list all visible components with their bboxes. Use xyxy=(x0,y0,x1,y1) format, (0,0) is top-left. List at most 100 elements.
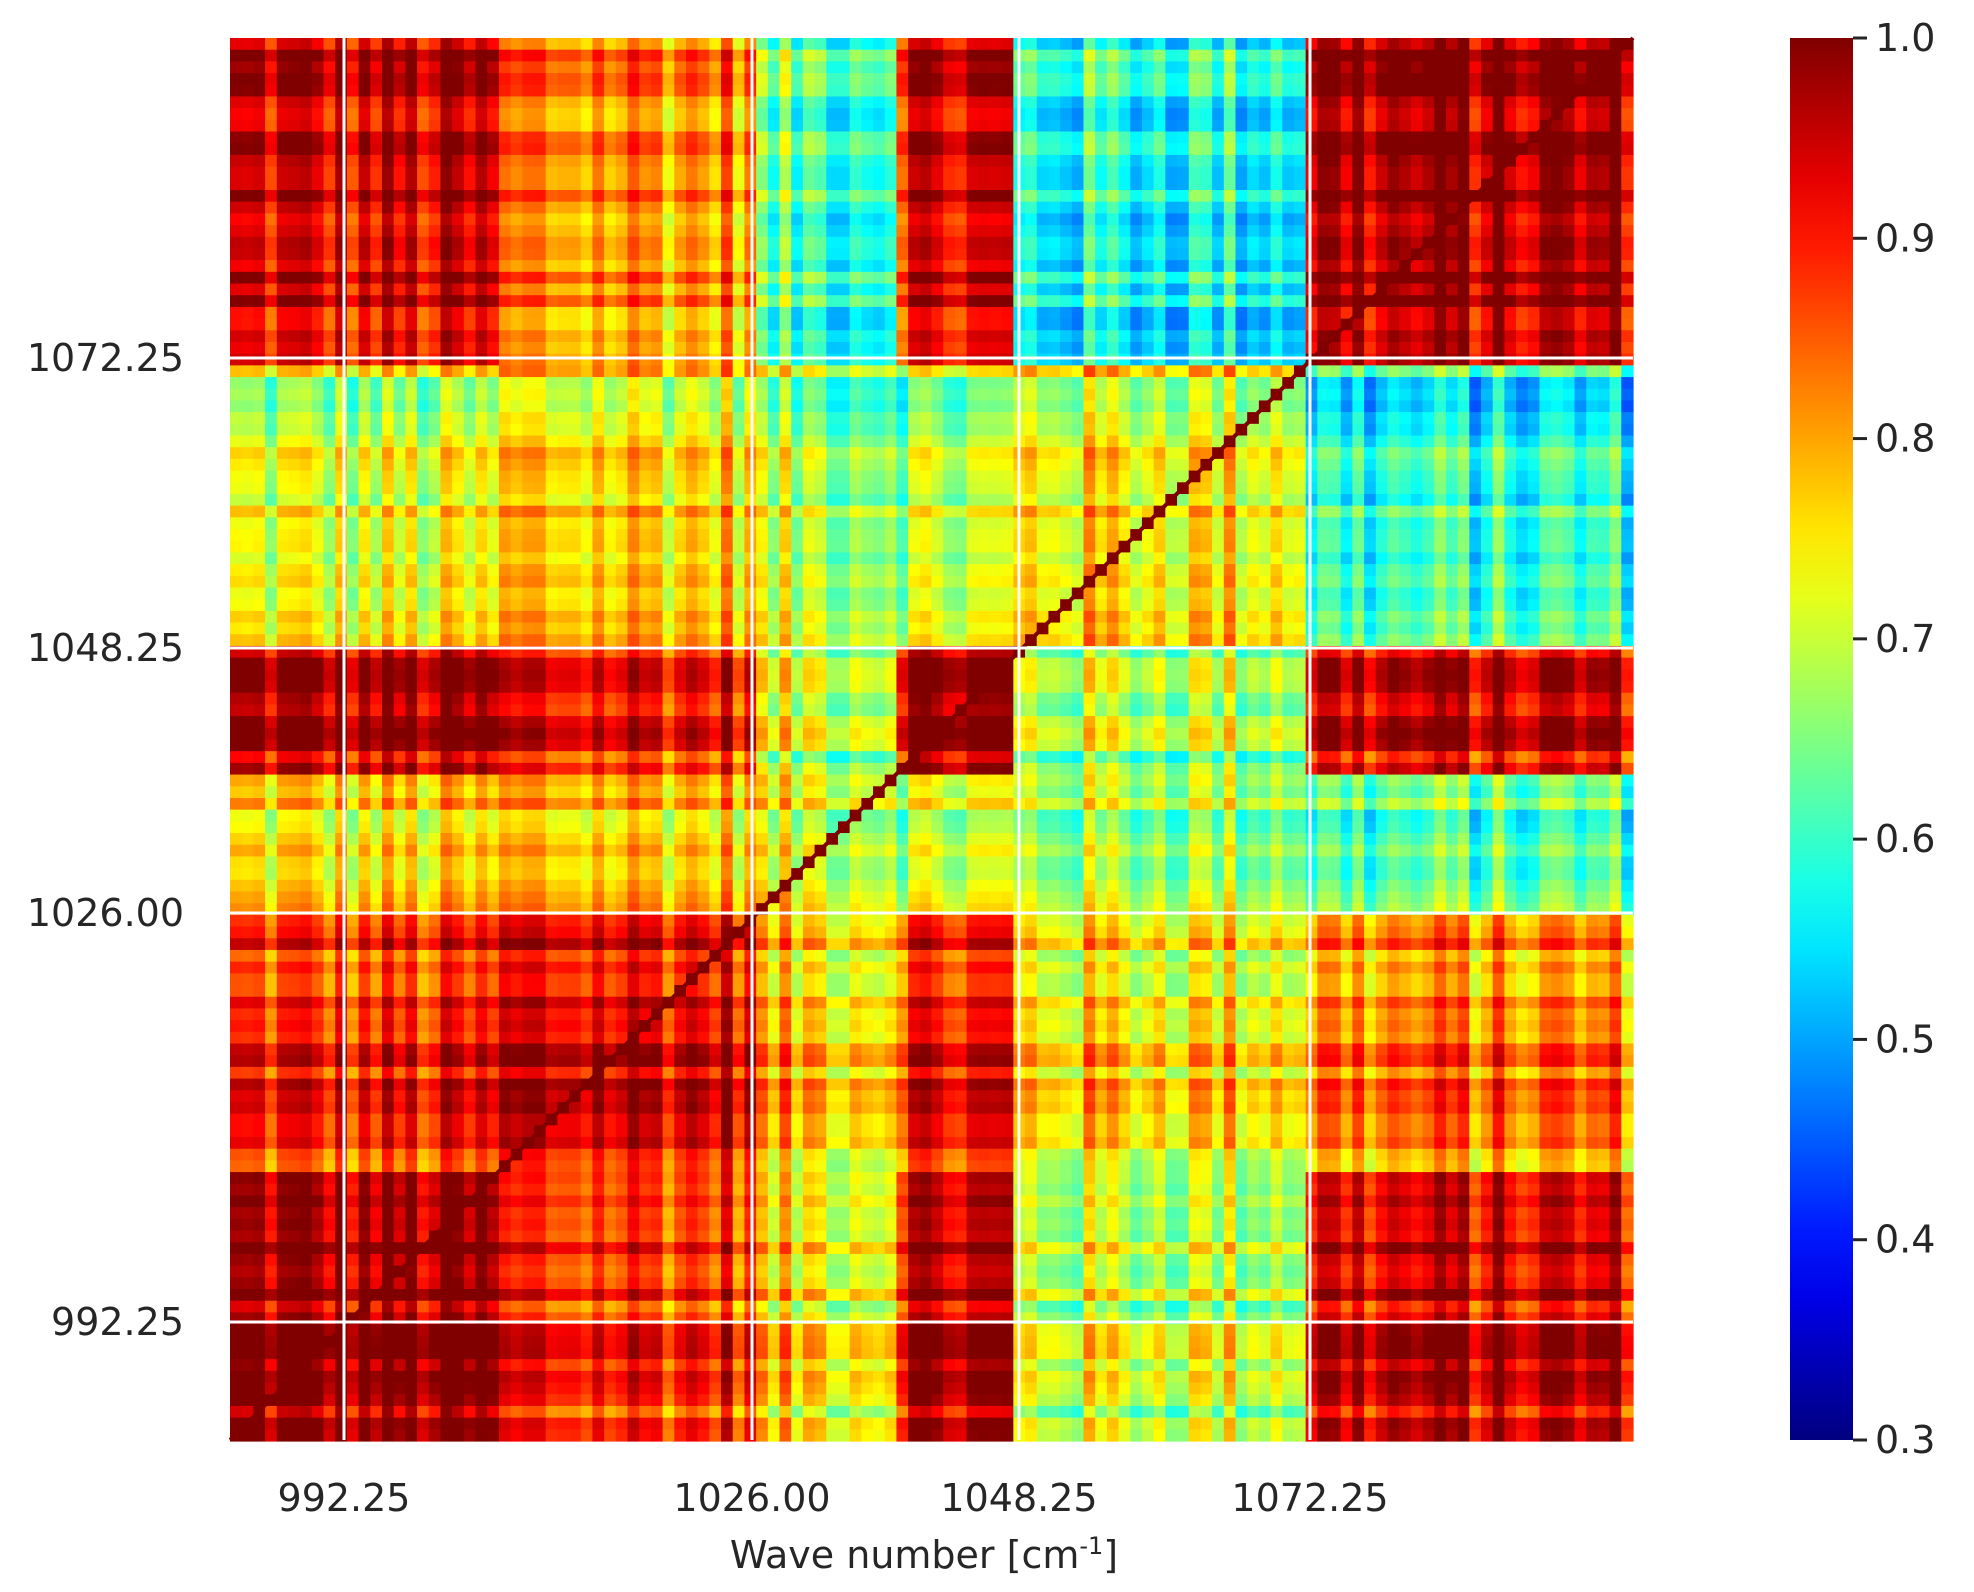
heatmap-cell xyxy=(767,38,781,51)
heatmap-cell xyxy=(826,353,839,366)
heatmap-cell xyxy=(1492,470,1505,483)
heatmap-cell xyxy=(884,306,898,320)
heatmap-cell xyxy=(674,423,687,437)
heatmap-cell xyxy=(978,260,991,273)
heatmap-cell xyxy=(1083,201,1096,214)
heatmap-cell xyxy=(230,61,243,74)
heatmap-cell xyxy=(837,306,851,320)
heatmap-cell xyxy=(311,447,325,460)
heatmap-cell xyxy=(265,38,278,51)
heatmap-cell xyxy=(1504,423,1517,437)
heatmap-cell xyxy=(814,400,827,413)
heatmap-cell xyxy=(709,236,722,250)
heatmap-cell xyxy=(1434,96,1447,109)
heatmap-cell xyxy=(1399,318,1412,331)
heatmap-cell xyxy=(954,49,968,62)
heatmap-cell xyxy=(346,154,360,168)
heatmap-cell xyxy=(1106,412,1120,425)
heatmap-cell xyxy=(1574,166,1587,179)
heatmap-cell xyxy=(1375,143,1389,156)
heatmap-cell xyxy=(814,154,827,168)
heatmap-cell xyxy=(358,166,371,179)
heatmap-cell xyxy=(1481,423,1494,437)
heatmap-cell xyxy=(393,306,406,320)
heatmap-cell xyxy=(954,73,968,86)
heatmap-cell xyxy=(1177,388,1190,402)
heatmap-cell xyxy=(767,458,781,472)
heatmap-cell xyxy=(1025,49,1038,62)
heatmap-cell xyxy=(592,225,605,238)
heatmap-cell xyxy=(335,154,348,168)
heatmap-cell xyxy=(265,423,278,437)
heatmap-cell xyxy=(1036,260,1050,273)
heatmap-cell xyxy=(288,493,301,507)
heatmap-cell xyxy=(498,154,512,168)
heatmap-cell xyxy=(779,38,792,51)
heatmap-cell xyxy=(802,330,816,343)
heatmap-cell xyxy=(954,295,968,308)
heatmap-cell xyxy=(545,283,558,296)
heatmap-cell xyxy=(837,213,851,226)
heatmap-cell xyxy=(1317,236,1330,250)
heatmap-cell xyxy=(1364,61,1377,74)
heatmap-cell xyxy=(814,283,827,296)
heatmap-cell xyxy=(884,260,898,273)
heatmap-cell xyxy=(230,377,243,390)
heatmap-cell xyxy=(1492,306,1505,320)
heatmap-cell xyxy=(300,341,313,355)
heatmap-cell xyxy=(288,61,301,74)
heatmap-cell xyxy=(1293,154,1307,168)
heatmap-cell xyxy=(1551,458,1564,472)
heatmap-cell xyxy=(873,248,886,261)
heatmap-cell xyxy=(1387,143,1400,156)
heatmap-cell xyxy=(1621,295,1634,308)
heatmap-cell xyxy=(1188,353,1202,366)
heatmap-cell xyxy=(1223,61,1237,74)
heatmap-cell xyxy=(931,166,944,179)
heatmap-cell xyxy=(1340,154,1353,168)
heatmap-cell xyxy=(919,189,933,203)
heatmap-cell xyxy=(966,131,979,144)
heatmap-cell xyxy=(265,213,278,226)
heatmap-cell xyxy=(1106,213,1120,226)
heatmap-cell xyxy=(697,189,710,203)
heatmap-cell xyxy=(1609,470,1622,483)
heatmap-cell xyxy=(498,225,512,238)
heatmap-cell xyxy=(650,260,664,273)
heatmap-cell xyxy=(966,189,979,203)
heatmap-cell xyxy=(943,365,956,378)
heatmap-cell xyxy=(241,248,254,261)
heatmap-cell xyxy=(849,353,862,366)
heatmap-cell xyxy=(1060,84,1073,98)
heatmap-cell xyxy=(1036,353,1050,366)
heatmap-cell xyxy=(335,213,348,226)
heatmap-cell xyxy=(674,505,687,518)
heatmap-cell xyxy=(1048,154,1061,168)
heatmap-cell xyxy=(1048,458,1061,472)
heatmap-cell xyxy=(230,423,243,437)
heatmap-cell xyxy=(837,517,851,530)
heatmap-cell xyxy=(1247,271,1260,285)
heatmap-cell xyxy=(522,365,535,378)
heatmap-cell xyxy=(627,423,640,437)
heatmap-cell xyxy=(756,108,769,121)
heatmap-cell xyxy=(428,143,442,156)
heatmap-cell xyxy=(1153,447,1166,460)
heatmap-cell xyxy=(1223,236,1237,250)
heatmap-cell xyxy=(1340,341,1353,355)
heatmap-cell xyxy=(1457,283,1470,296)
heatmap-cell xyxy=(1329,108,1342,121)
heatmap-cell xyxy=(826,225,839,238)
heatmap-cell xyxy=(1141,260,1155,273)
heatmap-cell xyxy=(1399,388,1412,402)
heatmap-cell xyxy=(475,423,488,437)
heatmap-cell xyxy=(732,225,746,238)
heatmap-cell xyxy=(1422,505,1435,518)
heatmap-cell xyxy=(1410,505,1424,518)
heatmap-cell xyxy=(323,517,336,530)
heatmap-cell xyxy=(533,353,547,366)
heatmap-cell xyxy=(557,295,570,308)
heatmap-cell xyxy=(475,283,488,296)
heatmap-cell xyxy=(1422,482,1435,495)
heatmap-cell xyxy=(943,49,956,62)
